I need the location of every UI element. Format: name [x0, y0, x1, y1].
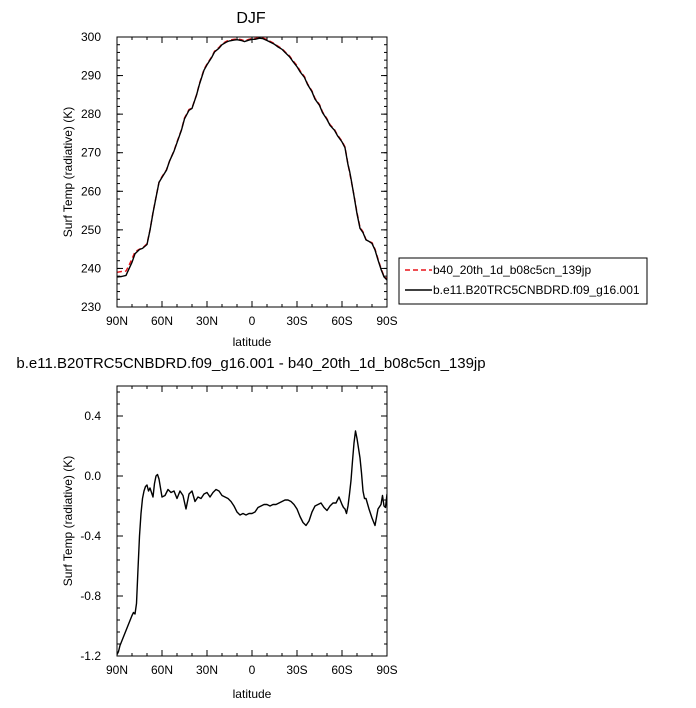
y-tick-label: -0.8 [80, 589, 101, 603]
y-tick-label: 270 [81, 146, 101, 160]
y-tick-label: 240 [81, 261, 101, 275]
x-tick-label: 90N [106, 663, 128, 677]
x-tick-label: 0 [249, 663, 256, 677]
bottom-chart-title: b.e11.B20TRC5CNBDRD.f09_g16.001 - b40_20… [16, 355, 485, 372]
y-tick-label: 0.0 [84, 469, 101, 483]
bottom-chart-xlabel: latitude [233, 687, 272, 701]
bottom-chart-ticks: 90N 60N 30N 0 30S 60S 90S -1.2 -0.8 -0.4 0.0 0.4 [80, 386, 398, 677]
legend: b40_20th_1d_b08c5cn_139jp b.e11.B20TRC5C… [398, 257, 648, 305]
y-tick-label: 0.4 [84, 409, 101, 423]
top-chart-xlabel: latitude [233, 335, 272, 349]
top-chart-ylabel: Surf Temp (radiative) (K) [61, 107, 75, 237]
top-chart-frame [116, 36, 388, 308]
y-tick-label: 290 [81, 69, 101, 83]
y-tick-label: -1.2 [80, 649, 101, 663]
top-chart-title: DJF [236, 10, 266, 27]
x-tick-label: 30S [286, 314, 307, 328]
x-tick-label: 90S [376, 314, 397, 328]
x-tick-label: 30N [196, 663, 218, 677]
x-tick-label: 60N [151, 314, 173, 328]
series-line-difference [117, 430, 387, 655]
y-tick-label: 230 [81, 300, 101, 314]
y-tick-label: 260 [81, 184, 101, 198]
legend-label-b40: b40_20th_1d_b08c5cn_139jp [433, 263, 591, 277]
x-tick-label: 30N [196, 314, 218, 328]
legend-box [398, 257, 648, 305]
y-tick-label: 250 [81, 223, 101, 237]
x-tick-label: 0 [249, 314, 256, 328]
series-line-b-e11-b20trc5cnbdrd-f09-g16-001 [117, 37, 387, 281]
top-chart-plot-area [117, 37, 387, 281]
bottom-chart-plot-area [117, 430, 387, 655]
y-tick-label: -0.4 [80, 529, 101, 543]
bottom-chart-ylabel: Surf Temp (radiative) (K) [61, 456, 75, 586]
y-tick-label: 300 [81, 30, 101, 44]
top-chart-ticks: 90N 60N 30N 0 30S 60S 90S 230 240 250 260 270 280 290… [81, 30, 398, 328]
x-tick-label: 60S [331, 663, 352, 677]
bottom-chart-frame [116, 385, 388, 657]
x-tick-label: 60S [331, 314, 352, 328]
x-tick-label: 90N [106, 314, 128, 328]
x-tick-label: 90S [376, 663, 397, 677]
legend-label-b-e11: b.e11.B20TRC5CNBDRD.f09_g16.001 [433, 283, 640, 297]
y-tick-label: 280 [81, 107, 101, 121]
x-tick-label: 60N [151, 663, 173, 677]
x-tick-label: 30S [286, 663, 307, 677]
